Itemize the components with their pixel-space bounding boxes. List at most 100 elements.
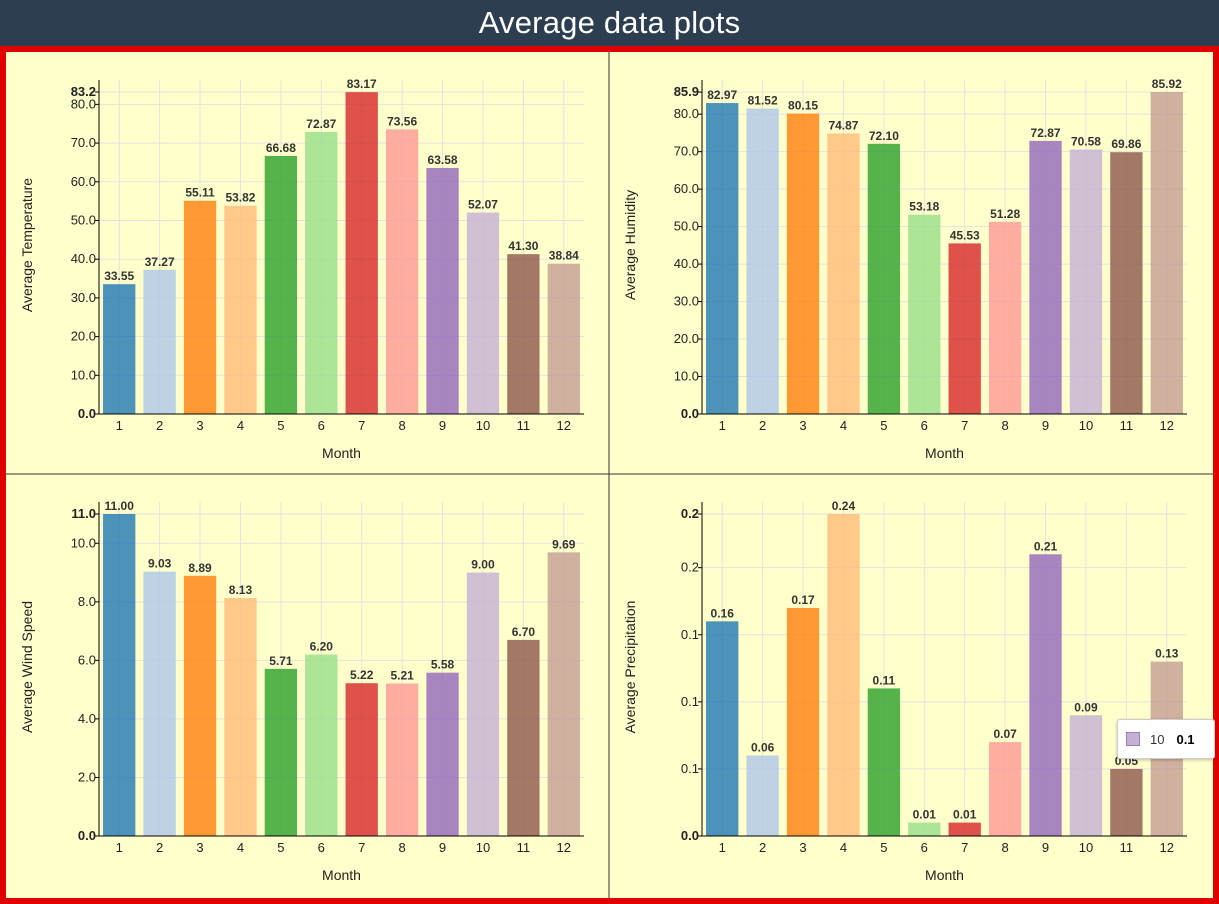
tooltip-key: 10 [1150,731,1165,747]
bar-month-3[interactable] [183,200,217,414]
y-tick-label: 30.0 [674,294,699,309]
bar-month-7[interactable] [345,683,378,836]
bar-month-2[interactable] [746,755,779,837]
x-axis-title: Month [322,445,361,461]
bar-month-5[interactable] [867,143,901,414]
y-tick-label: 0.0 [78,828,96,843]
bar-month-11[interactable] [1110,768,1143,836]
page-header: Average data plots [0,0,1219,46]
x-tick-label: 11 [1120,840,1134,855]
bar-month-1[interactable] [706,103,739,414]
bar-month-10[interactable] [466,212,500,414]
y-axis-title: Average Wind Speed [19,601,35,733]
bar-month-8[interactable] [385,129,419,414]
y-tick-label: 40.0 [674,256,699,271]
bar-month-4[interactable] [224,598,257,836]
bar-month-3[interactable] [786,113,820,414]
bar-month-9[interactable] [426,167,459,414]
bar-value-label: 74.87 [828,118,858,132]
bar-month-4[interactable] [827,514,860,836]
bar-value-label: 83.17 [347,77,377,91]
bar-value-label: 9.00 [471,558,495,572]
bar-value-label: 0.01 [913,808,937,822]
y-tick-label: 4.0 [78,711,96,726]
bar-month-2[interactable] [143,269,176,414]
bar-value-label: 69.86 [1111,137,1141,151]
bar-month-1[interactable] [706,621,739,836]
bar-value-label: 72.87 [1031,126,1061,140]
bar-month-4[interactable] [224,205,257,414]
y-tick-label: 60.0 [674,181,699,196]
bar-value-label: 33.55 [104,269,134,283]
bar-value-label: 41.30 [508,239,538,253]
x-tick-label: 4 [237,418,244,433]
bar-month-9[interactable] [1029,554,1062,836]
bar-month-4[interactable] [827,133,860,414]
x-tick-label: 2 [156,418,163,433]
charts-canvas: 33.55 37.27 55.11 53.82 66.68 72.87 83.17 73.56… [6,52,1213,898]
y-tick-label: 30.0 [71,290,96,305]
x-tick-label: 2 [759,418,766,433]
bar-month-12[interactable] [547,552,580,836]
bar-month-1[interactable] [103,284,136,414]
page-title: Average data plots [478,5,741,40]
y-tick-label: 85.9 [674,84,699,99]
x-tick-label: 7 [961,840,968,855]
bar-month-5[interactable] [264,155,298,414]
bar-month-8[interactable] [988,221,1022,414]
bar-tooltip: 10 0.1 [1117,719,1215,759]
bar-month-11[interactable] [507,254,540,414]
bar-month-5[interactable] [264,668,298,836]
bar-month-6[interactable] [908,214,941,414]
bar-value-label: 82.97 [707,88,737,102]
x-tick-label: 3 [799,418,806,433]
bar-value-label: 52.07 [468,197,498,211]
y-tick-label: 40.0 [71,251,96,266]
bar-month-3[interactable] [183,575,217,836]
bar-month-7[interactable] [948,822,981,836]
y-tick-label: 0.1 [681,627,699,642]
bar-month-11[interactable] [1110,152,1143,414]
bar-month-11[interactable] [507,639,540,836]
bar-month-10[interactable] [1069,715,1103,836]
bar-value-label: 11.00 [105,499,135,513]
bar-month-9[interactable] [1029,140,1062,415]
bar-month-8[interactable] [988,742,1022,836]
x-tick-label: 10 [1079,418,1093,433]
x-tick-label: 6 [318,840,325,855]
bar-month-12[interactable] [1150,92,1183,414]
bar-month-2[interactable] [143,571,176,836]
bar-month-8[interactable] [385,683,419,836]
x-tick-label: 1 [116,418,123,433]
bar-month-10[interactable] [1069,149,1103,414]
bar-month-9[interactable] [426,672,459,836]
bar-month-3[interactable] [786,607,820,836]
bar-value-label: 72.10 [869,129,899,143]
x-tick-label: 9 [439,418,446,433]
y-tick-label: 70.0 [71,135,96,150]
bar-value-label: 85.92 [1152,77,1182,91]
y-axis-title: Average Precipitation [622,601,638,734]
bar-month-6[interactable] [305,131,338,414]
bar-value-label: 0.09 [1074,700,1098,714]
chart-panel-4: 0.160.060.170.240.110.01 0.010.070.210.09… [622,499,1187,883]
x-tick-label: 5 [277,840,284,855]
bar-month-5[interactable] [867,688,901,836]
x-tick-label: 3 [196,418,203,433]
bar-value-label: 6.20 [310,640,334,654]
bar-value-label: 0.21 [1034,539,1058,553]
bar-value-label: 81.52 [748,93,778,107]
x-tick-label: 1 [719,418,726,433]
y-tick-label: 0.0 [681,828,699,843]
bar-month-10[interactable] [466,572,500,836]
x-tick-label: 10 [476,418,490,433]
bar-month-6[interactable] [908,822,941,836]
bar-month-6[interactable] [305,654,338,836]
bar-month-1[interactable] [103,514,136,836]
bar-month-7[interactable] [948,243,981,414]
bar-month-2[interactable] [746,108,779,415]
bar-month-12[interactable] [547,263,580,414]
x-tick-label: 2 [759,840,766,855]
bar-month-7[interactable] [345,92,378,415]
bar-value-label: 0.07 [993,727,1017,741]
